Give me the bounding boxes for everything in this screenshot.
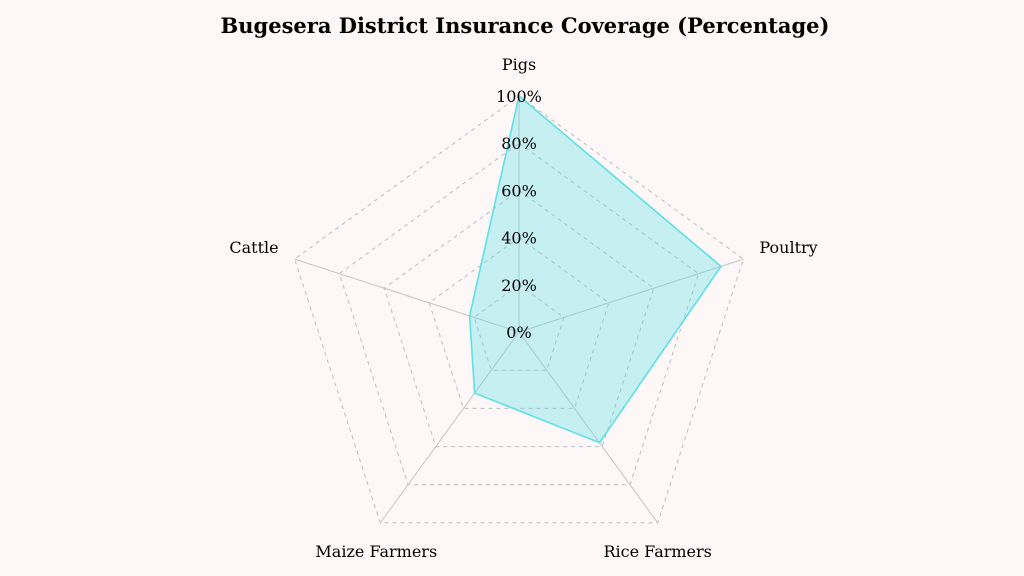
category-label-maize-farmers: Maize Farmers xyxy=(315,542,437,561)
category-label-rice-farmers: Rice Farmers xyxy=(604,542,712,561)
axis-spoke xyxy=(518,331,659,524)
axis-spoke xyxy=(518,258,744,333)
r-tick-label: 100% xyxy=(496,87,542,106)
category-label-cattle: Cattle xyxy=(229,238,278,257)
r-tick-label: 40% xyxy=(501,229,537,248)
chart-title: Bugesera District Insurance Coverage (Pe… xyxy=(221,13,830,38)
r-tick-label: 60% xyxy=(501,181,537,200)
axis-spoke xyxy=(294,258,520,333)
axis-spoke xyxy=(379,331,520,524)
grid-layer xyxy=(294,95,744,524)
series-layer xyxy=(468,94,723,444)
r-tick-label: 0% xyxy=(506,323,531,342)
grid-ring xyxy=(294,95,744,524)
grid-ring xyxy=(383,189,655,448)
category-label-pigs: Pigs xyxy=(502,55,536,74)
label-layer: 0% 20% 40% 60% 80% 100% Pigs Poultry Rice Farmer… xyxy=(229,55,817,561)
r-tick-label: 80% xyxy=(501,134,537,153)
grid-ring xyxy=(338,142,700,486)
category-label-poultry: Poultry xyxy=(759,238,817,257)
series-area xyxy=(468,94,723,444)
r-tick-label: 20% xyxy=(501,276,537,295)
grid-ring xyxy=(473,284,565,371)
